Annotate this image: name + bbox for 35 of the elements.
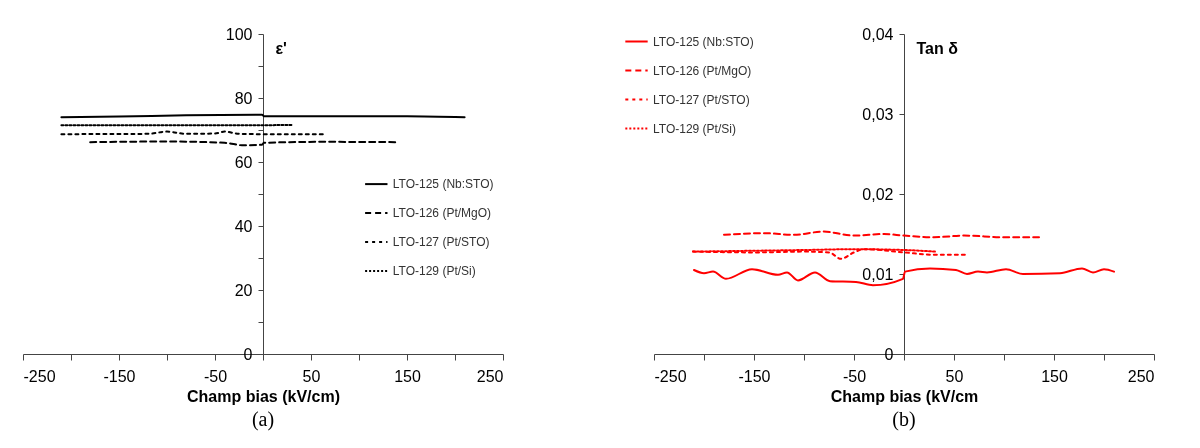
y-tick-label: 0,02 xyxy=(862,185,894,203)
x-tick-label: 50 xyxy=(945,367,964,385)
x-tick-label: 50 xyxy=(302,367,321,385)
legend-label: LTO-125 (Nb:STO) xyxy=(653,34,754,49)
legend-label: LTO-129 (Pt/Si) xyxy=(392,264,476,279)
legend-label: LTO-125 (Nb:STO) xyxy=(392,177,494,192)
y-axis-title: ε' xyxy=(275,39,287,57)
x-axis-title: Champ bias (kV/cm xyxy=(830,387,979,405)
y-tick-label: 20 xyxy=(234,281,253,299)
y-tick-label: 80 xyxy=(234,89,253,107)
legend-label: LTO-127 (Pt/STO) xyxy=(653,92,750,107)
y-tick-label: 40 xyxy=(234,217,253,235)
y-tick-label: 0,04 xyxy=(862,25,894,43)
x-tick-label: -250 xyxy=(23,367,56,385)
x-axis-title: Champ bias (kV/cm) xyxy=(187,387,340,405)
x-tick-label: 250 xyxy=(1127,367,1155,385)
x-tick-label: 150 xyxy=(394,367,421,385)
y-tick-label: 60 xyxy=(234,153,253,171)
x-tick-label: -150 xyxy=(103,367,136,385)
legend-label: LTO-127 (Pt/STO) xyxy=(392,235,490,250)
y-tick-label: 0,01 xyxy=(862,265,894,283)
x-tick-label: -50 xyxy=(203,367,228,385)
text: (b) xyxy=(892,408,916,431)
y-tick-label: 100 xyxy=(225,25,253,43)
legend-label: LTO-129 (Pt/Si) xyxy=(653,121,736,136)
legend-label: LTO-126 (Pt/MgO) xyxy=(653,63,752,78)
legend-label: LTO-126 (Pt/MgO) xyxy=(392,206,492,221)
y-tick-label: 0,03 xyxy=(862,105,894,123)
x-tick-label: -250 xyxy=(654,367,687,385)
x-tick-label: 150 xyxy=(1041,367,1068,385)
x-tick-label: -150 xyxy=(738,367,771,385)
text: (a) xyxy=(251,408,275,431)
y-axis-title: Tan δ xyxy=(916,39,959,57)
x-tick-label: -50 xyxy=(842,367,867,385)
x-tick-label: 250 xyxy=(476,367,504,385)
